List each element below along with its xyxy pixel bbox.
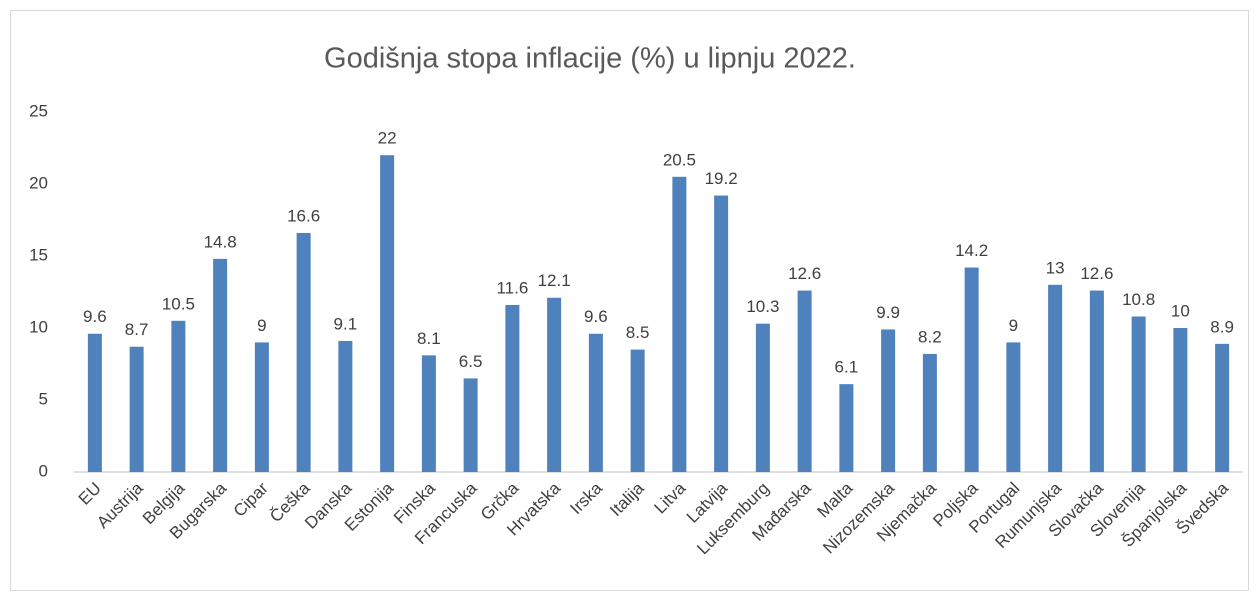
- data-label: 11.6: [496, 278, 528, 297]
- data-label: 10: [1171, 301, 1190, 320]
- y-tick-label: 20: [29, 173, 48, 192]
- bar: [129, 346, 144, 472]
- bar: [755, 323, 770, 472]
- bar: [213, 258, 228, 472]
- bar: [797, 290, 812, 472]
- data-label: 9: [1009, 316, 1018, 335]
- data-label: 12.1: [538, 271, 571, 290]
- bar: [1215, 343, 1230, 472]
- data-label: 19.2: [705, 169, 738, 188]
- data-label: 9.6: [83, 307, 107, 326]
- bar: [922, 353, 937, 472]
- data-label: 8.2: [918, 327, 942, 346]
- data-label: 8.1: [417, 329, 441, 348]
- bar: [714, 195, 729, 472]
- data-label: 10.5: [162, 294, 195, 313]
- data-label: 6.1: [835, 358, 859, 377]
- bar: [839, 384, 854, 472]
- bar: [672, 176, 687, 473]
- data-label: 8.7: [125, 320, 149, 339]
- data-label: 20.5: [663, 150, 696, 169]
- bar: [87, 333, 102, 472]
- y-tick-label: 0: [39, 461, 48, 480]
- bar: [1089, 290, 1104, 472]
- y-tick-label: 10: [29, 317, 48, 336]
- bar: [1173, 328, 1188, 472]
- data-label: 10.8: [1122, 290, 1155, 309]
- data-label: 8.5: [626, 323, 650, 342]
- bar: [1131, 316, 1146, 472]
- bar: [881, 329, 896, 472]
- data-label: 9.6: [584, 307, 608, 326]
- data-label: 22: [378, 129, 397, 148]
- bar: [505, 304, 520, 472]
- data-label: 14.8: [204, 232, 237, 251]
- y-tick-label: 5: [39, 389, 48, 408]
- data-label: 9: [257, 316, 266, 335]
- bar: [254, 342, 269, 472]
- bar: [1006, 342, 1021, 472]
- bar: [296, 232, 311, 472]
- bar: [964, 267, 979, 472]
- bar: [547, 297, 562, 472]
- y-tick-label: 25: [29, 101, 48, 120]
- data-label: 16.6: [287, 206, 320, 225]
- bar: [1048, 284, 1063, 472]
- data-label: 13: [1046, 258, 1065, 277]
- data-label: 10.3: [746, 297, 779, 316]
- bar: [380, 155, 395, 472]
- bar: [171, 320, 186, 472]
- bar: [463, 378, 478, 472]
- y-tick-label: 15: [29, 245, 48, 264]
- data-label: 9.9: [876, 303, 900, 322]
- bar: [421, 355, 436, 472]
- data-label: 12.6: [1080, 264, 1113, 283]
- data-label: 9.1: [334, 314, 358, 333]
- chart-title: Godišnja stopa inflacije (%) u lipnju 20…: [324, 43, 856, 75]
- bar: [630, 349, 645, 472]
- data-label: 8.9: [1210, 317, 1234, 336]
- data-label: 6.5: [459, 352, 483, 371]
- bar: [338, 340, 353, 472]
- data-label: 12.6: [788, 264, 821, 283]
- data-label: 14.2: [955, 241, 988, 260]
- bar: [588, 333, 603, 472]
